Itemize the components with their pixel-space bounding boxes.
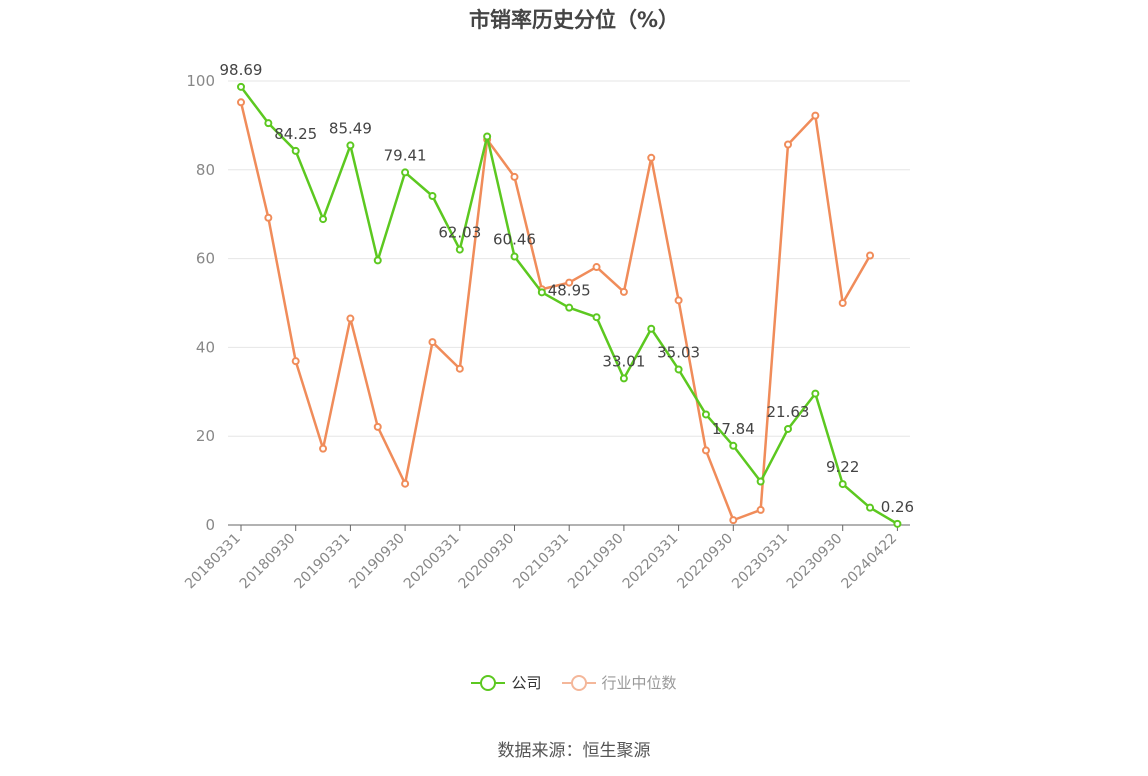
x-tick-label: 20210331 — [510, 531, 572, 593]
industry-median-data-point — [510, 172, 519, 181]
y-tick-label: 40 — [196, 338, 215, 356]
company-data-point — [619, 374, 628, 383]
legend-item-0[interactable]: 公司 — [471, 672, 542, 693]
y-tick-label: 60 — [196, 250, 215, 268]
industry-median-data-point — [674, 296, 683, 305]
x-tick-label: 20190930 — [346, 531, 408, 593]
company-data-point — [291, 146, 300, 155]
x-tick-label: 20220930 — [674, 531, 736, 593]
y-tick-label: 80 — [196, 161, 215, 179]
chart-title: 市销率历史分位（%） — [468, 8, 680, 32]
company-data-point — [674, 365, 683, 374]
company-data-label: 62.03 — [438, 224, 481, 242]
company-data-point — [565, 303, 574, 312]
x-tick-label: 20230331 — [729, 531, 791, 593]
company-data-label: 98.69 — [220, 61, 263, 79]
company-data-point — [455, 245, 464, 254]
industry-median-data-point — [319, 444, 328, 453]
legend-label: 公司 — [511, 674, 542, 692]
industry-median-data-point — [455, 364, 464, 373]
company-data-label: 17.84 — [712, 420, 755, 438]
company-data-point — [729, 441, 738, 450]
y-tick-label: 20 — [196, 427, 215, 445]
x-tick-label: 20200930 — [456, 531, 518, 593]
industry-median-data-point — [428, 338, 437, 347]
industry-median-data-point — [346, 314, 355, 323]
industry-median-data-point — [237, 98, 245, 107]
company-data-point — [264, 119, 273, 128]
company-data-point — [510, 252, 519, 261]
industry-median-data-point — [838, 299, 847, 307]
x-tick-label: 20210930 — [565, 531, 627, 593]
legend-label: 行业中位数 — [601, 674, 677, 692]
y-tick-label: 100 — [186, 72, 215, 90]
legend: 公司 行业中位数 — [0, 672, 1148, 697]
company-data-label: 85.49 — [329, 119, 372, 137]
company-data-point — [838, 480, 847, 489]
company-data-point — [592, 313, 601, 322]
industry-median-data-point — [565, 278, 574, 287]
industry-median-data-point — [619, 287, 628, 296]
company-data-point — [537, 288, 546, 297]
company-data-label: 48.95 — [548, 282, 591, 300]
industry-median-data-point — [401, 479, 410, 488]
x-tick-label: 20190331 — [292, 531, 354, 593]
x-tick-label: 20180331 — [182, 531, 244, 593]
y-tick-label: 0 — [205, 516, 215, 534]
company-data-point — [756, 477, 765, 486]
x-tick-label: 20240422 — [839, 531, 901, 593]
company-data-label: 79.41 — [384, 146, 427, 164]
industry-median-data-point — [729, 516, 738, 525]
data-labels: 98.69 84.25 85.49 79.41 62.03 60.46 48.95 33.01… — [220, 61, 915, 516]
legend-marker-icon — [561, 673, 596, 693]
legend-marker-icon — [471, 673, 506, 693]
industry-median-data-point — [592, 263, 601, 272]
company-data-point — [811, 389, 820, 398]
series-lines — [237, 82, 902, 528]
company-data-point — [647, 324, 656, 333]
company-data-point — [401, 168, 410, 177]
company-data-point — [784, 424, 792, 433]
x-tick-label: 20200331 — [401, 531, 463, 593]
industry-median-data-point — [866, 251, 875, 260]
company-data-label: 21.63 — [767, 403, 810, 421]
industry-median-data-point — [373, 422, 382, 431]
industry-median-data-point — [647, 153, 656, 162]
industry-median-data-point — [811, 111, 820, 120]
company-data-label: 60.46 — [493, 231, 536, 249]
company-data-label: 33.01 — [602, 352, 645, 370]
company-data-point — [319, 215, 328, 224]
data-source-note: 数据来源：恒生聚源 — [497, 741, 651, 761]
company-data-label: 84.25 — [274, 125, 317, 143]
company-data-point — [373, 256, 382, 265]
company-data-label: 35.03 — [657, 343, 700, 361]
industry-median-data-point — [264, 213, 273, 222]
x-tick-label: 20230930 — [784, 531, 846, 593]
company-data-label: 9.22 — [826, 458, 859, 476]
company-data-point — [346, 141, 355, 150]
industry-median-data-point — [784, 140, 792, 149]
company-data-point — [866, 503, 875, 512]
industry-median-data-point — [291, 357, 300, 366]
x-tick-label: 20180930 — [237, 531, 299, 593]
legend-item-1[interactable]: 行业中位数 — [561, 672, 677, 693]
line-chart: 0 20 40 60 80 100 2018033120180930201903312019… — [182, 61, 915, 593]
company-data-point — [483, 132, 492, 141]
company-data-point — [701, 410, 710, 419]
company-data-label: 0.26 — [881, 498, 914, 516]
company-data-point — [893, 519, 902, 528]
company-data-point — [428, 191, 437, 200]
industry-median-series-line — [239, 102, 872, 522]
x-tick-label: 20220331 — [620, 531, 682, 593]
industry-median-data-point — [701, 446, 710, 455]
industry-median-data-point — [756, 505, 765, 514]
company-data-point — [237, 82, 245, 91]
